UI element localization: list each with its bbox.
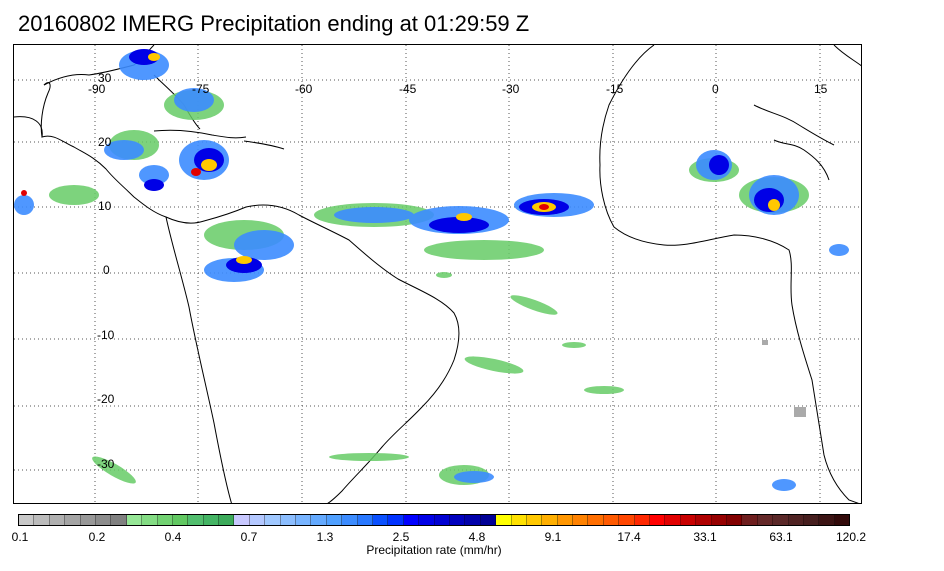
colorbar-segment [188,515,204,525]
colorbar-segment [157,515,173,525]
colorbar-segment [757,515,774,525]
colorbar-tick-label: 33.1 [693,530,717,544]
colorbar-segment [234,515,250,525]
lat-tick-label: 0 [103,263,110,277]
lat-tick-label: 20 [98,135,112,149]
colorbar-segment [665,515,681,525]
lon-tick-label: 15 [814,82,828,96]
colorbar-segment [434,515,450,525]
lat-tick-label: 30 [98,71,112,85]
colorbar-segment [80,515,96,525]
coastlines [14,45,861,503]
colorbar-segment [388,515,404,525]
colorbar-segment [573,515,589,525]
colorbar-segment [603,515,620,525]
colorbar-tick-label: 120.2 [835,530,867,544]
colorbar-tick-label: 4.8 [468,530,486,544]
lat-tick-label: -30 [97,457,115,471]
colorbar-segment [403,515,420,525]
colorbar-segment [526,515,543,525]
colorbar-tick-label: 17.4 [617,530,641,544]
colorbar-tick-label: 0.7 [240,530,258,544]
colorbar [18,514,850,526]
colorbar-segment [680,515,697,525]
colorbar-segment [19,515,35,525]
colorbar-label: Precipitation rate (mm/hr) [366,543,502,557]
colorbar-tick-label: 1.3 [316,530,334,544]
colorbar-tick-label: 9.1 [544,530,562,544]
colorbar-segment [726,515,743,525]
colorbar-segment [142,515,158,525]
colorbar-segment [280,515,297,525]
colorbar-segment [588,515,604,525]
precipitation-field [14,49,849,491]
colorbar-segment [511,515,527,525]
lat-tick-label: -10 [97,328,115,342]
colorbar-segment [496,515,512,525]
colorbar-segment [803,515,820,525]
colorbar-segment [788,515,804,525]
colorbar-segment [203,515,220,525]
colorbar-tick-label: 0.4 [164,530,182,544]
lat-tick-label: -20 [97,392,115,406]
colorbar-segment [557,515,574,525]
colorbar-segment [449,515,466,525]
lat-tick-label: 10 [98,199,112,213]
colorbar-segment [219,515,235,525]
precipitation-map: -90 -75 -60 -45 -30 -15 0 15 30 20 10 0 … [13,44,862,504]
lon-tick-label: -45 [399,82,417,96]
colorbar-segment [650,515,666,525]
colorbar-segment [742,515,758,525]
colorbar-segment [326,515,343,525]
lon-tick-label: 0 [712,82,719,96]
colorbar-segment [465,515,481,525]
colorbar-segment [34,515,50,525]
colorbar-segment [773,515,789,525]
lon-tick-label: -75 [192,82,210,96]
colorbar-segment [819,515,835,525]
lon-tick-label: -15 [606,82,624,96]
colorbar-segment [126,515,143,525]
colorbar-segment [265,515,281,525]
colorbar-segment [65,515,81,525]
lon-tick-label: -90 [88,82,106,96]
colorbar-segment [172,515,189,525]
colorbar-segment [696,515,712,525]
colorbar-segment [95,515,112,525]
colorbar-segment [249,515,266,525]
colorbar-tick-label: 0.2 [88,530,106,544]
colorbar-segment [342,515,358,525]
colorbar-segment [49,515,66,525]
colorbar-segment [542,515,558,525]
colorbar-segment [372,515,389,525]
colorbar-segment [711,515,727,525]
colorbar-segment [834,515,850,525]
colorbar-segment [634,515,651,525]
map-canvas [14,45,861,503]
colorbar-tick-label: 2.5 [392,530,410,544]
colorbar-tick-label: 63.1 [769,530,793,544]
lon-tick-label: -30 [502,82,520,96]
colorbar-segment [296,515,312,525]
colorbar-segment [357,515,373,525]
colorbar-segment [480,515,497,525]
colorbar-segment [111,515,127,525]
lon-tick-label: -60 [295,82,313,96]
colorbar-segment [619,515,635,525]
map-title: 20160802 IMERG Precipitation ending at 0… [18,11,530,36]
colorbar-segment [311,515,327,525]
colorbar-segment [419,515,435,525]
colorbar-tick-label: 0.1 [11,530,29,544]
